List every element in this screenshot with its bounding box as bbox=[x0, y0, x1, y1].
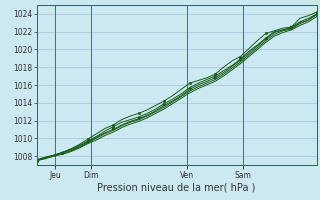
Text: Pression niveau de la mer( hPa ): Pression niveau de la mer( hPa ) bbox=[97, 182, 255, 192]
